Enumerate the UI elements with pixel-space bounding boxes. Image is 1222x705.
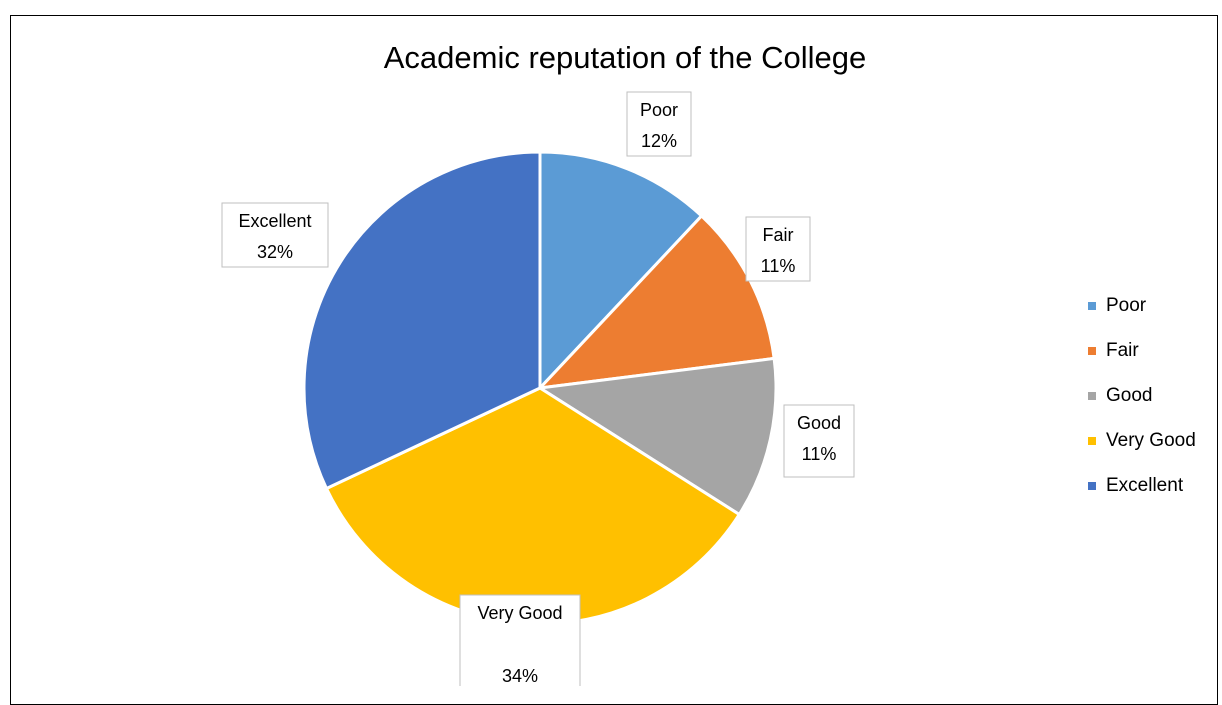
legend-item-good: Good xyxy=(1088,373,1196,418)
data-label-category: Very Good xyxy=(477,603,562,623)
legend-label: Very Good xyxy=(1106,429,1196,451)
legend-swatch xyxy=(1088,436,1096,445)
data-label-value: 32% xyxy=(257,242,293,262)
data-label-box xyxy=(783,404,855,478)
pie-slice-excellent xyxy=(302,150,542,491)
legend-item-excellent: Excellent xyxy=(1088,463,1196,508)
legend-swatch xyxy=(1088,301,1096,310)
legend-item-poor: Poor xyxy=(1088,283,1196,328)
data-label-excellent: Excellent 32% xyxy=(221,202,329,268)
legend-item-fair: Fair xyxy=(1088,328,1196,373)
data-label-box xyxy=(459,594,581,686)
data-label-value: 11% xyxy=(802,444,837,464)
data-label-box xyxy=(221,202,329,268)
data-label-value: 12% xyxy=(641,131,677,151)
data-label-value: 11% xyxy=(761,256,796,276)
legend-swatch xyxy=(1088,391,1096,400)
legend-label: Fair xyxy=(1106,339,1139,361)
data-label-box xyxy=(745,216,811,282)
data-label-category: Fair xyxy=(763,225,794,245)
data-label-fair: Fair 11% xyxy=(745,216,811,282)
pie-chart: Poor 12% Fair 11% Good 11% Very Good 34% Excelle… xyxy=(221,91,855,686)
data-label-box xyxy=(626,91,692,157)
legend: Poor Fair Good Very Good Excellent xyxy=(1088,283,1196,508)
data-label-value: 34% xyxy=(502,666,538,686)
legend-label: Good xyxy=(1106,384,1153,406)
legend-swatch xyxy=(1088,481,1096,490)
data-label-category: Excellent xyxy=(238,211,311,231)
data-label-good: Good 11% xyxy=(783,404,855,478)
data-label-category: Poor xyxy=(640,100,678,120)
data-label-category: Good xyxy=(797,413,841,433)
legend-swatch xyxy=(1088,346,1096,355)
data-label-very-good: Very Good 34% xyxy=(459,594,581,686)
legend-item-very-good: Very Good xyxy=(1088,418,1196,463)
legend-label: Poor xyxy=(1106,294,1147,316)
chart-title: Academic reputation of the College xyxy=(383,40,867,75)
pie-slice-good xyxy=(535,356,778,517)
legend-label: Excellent xyxy=(1106,474,1184,496)
data-label-poor: Poor 12% xyxy=(626,91,692,157)
pie-slice-poor xyxy=(538,150,704,392)
